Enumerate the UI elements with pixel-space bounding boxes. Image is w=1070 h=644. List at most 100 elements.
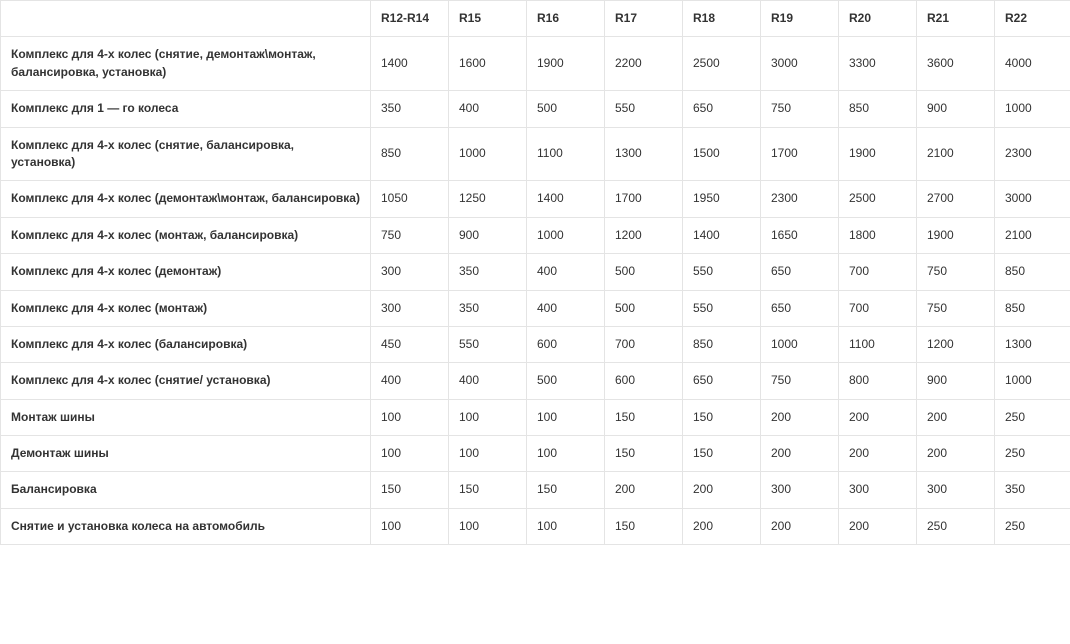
price-cell: 150	[527, 472, 605, 508]
col-header-r18: R18	[683, 1, 761, 37]
price-cell: 1900	[917, 217, 995, 253]
price-cell: 100	[449, 436, 527, 472]
service-label: Комплекс для 4-х колес (балансировка)	[1, 326, 371, 362]
price-cell: 750	[761, 363, 839, 399]
price-cell: 2700	[917, 181, 995, 217]
price-cell: 1400	[371, 37, 449, 91]
service-label: Демонтаж шины	[1, 436, 371, 472]
col-header-r17: R17	[605, 1, 683, 37]
price-cell: 700	[605, 326, 683, 362]
col-header-r22: R22	[995, 1, 1070, 37]
price-cell: 200	[839, 436, 917, 472]
price-cell: 750	[917, 254, 995, 290]
price-cell: 200	[917, 436, 995, 472]
price-cell: 100	[527, 399, 605, 435]
price-cell: 400	[527, 254, 605, 290]
price-cell: 1000	[449, 127, 527, 181]
service-label: Комплекс для 4-х колес (монтаж, балансир…	[1, 217, 371, 253]
table-row: Балансировка150150150200200300300300350	[1, 472, 1070, 508]
price-cell: 150	[683, 436, 761, 472]
price-cell: 1700	[605, 181, 683, 217]
col-header-r15: R15	[449, 1, 527, 37]
price-cell: 300	[371, 254, 449, 290]
price-cell: 100	[371, 508, 449, 544]
price-cell: 300	[839, 472, 917, 508]
price-cell: 1000	[527, 217, 605, 253]
table-row: Снятие и установка колеса на автомобиль1…	[1, 508, 1070, 544]
price-cell: 850	[995, 254, 1070, 290]
price-cell: 1050	[371, 181, 449, 217]
service-label: Комплекс для 4-х колес (снятие, демонтаж…	[1, 37, 371, 91]
table-row: Комплекс для 4-х колес (снятие, демонтаж…	[1, 37, 1070, 91]
price-cell: 200	[761, 436, 839, 472]
price-cell: 750	[917, 290, 995, 326]
price-cell: 400	[449, 91, 527, 127]
service-label: Балансировка	[1, 472, 371, 508]
price-cell: 550	[683, 290, 761, 326]
price-cell: 300	[371, 290, 449, 326]
price-cell: 2300	[995, 127, 1070, 181]
price-cell: 100	[371, 399, 449, 435]
price-cell: 200	[761, 399, 839, 435]
service-label: Комплекс для 1 — го колеса	[1, 91, 371, 127]
price-cell: 350	[449, 254, 527, 290]
col-header-r20: R20	[839, 1, 917, 37]
price-cell: 650	[761, 254, 839, 290]
col-header-r19: R19	[761, 1, 839, 37]
price-cell: 2500	[839, 181, 917, 217]
price-cell: 1900	[527, 37, 605, 91]
price-cell: 1700	[761, 127, 839, 181]
price-cell: 550	[605, 91, 683, 127]
price-cell: 500	[605, 254, 683, 290]
price-cell: 550	[449, 326, 527, 362]
price-cell: 200	[683, 508, 761, 544]
service-label: Комплекс для 4-х колес (снятие, балансир…	[1, 127, 371, 181]
price-cell: 2500	[683, 37, 761, 91]
price-cell: 1400	[683, 217, 761, 253]
table-row: Комплекс для 1 — го колеса35040050055065…	[1, 91, 1070, 127]
price-cell: 850	[683, 326, 761, 362]
price-cell: 2100	[995, 217, 1070, 253]
price-cell: 600	[527, 326, 605, 362]
price-cell: 350	[995, 472, 1070, 508]
price-cell: 1250	[449, 181, 527, 217]
price-cell: 200	[917, 399, 995, 435]
price-cell: 150	[449, 472, 527, 508]
service-label: Комплекс для 4-х колес (снятие/ установк…	[1, 363, 371, 399]
price-cell: 450	[371, 326, 449, 362]
price-cell: 1950	[683, 181, 761, 217]
price-cell: 200	[683, 472, 761, 508]
price-cell: 350	[449, 290, 527, 326]
price-cell: 750	[761, 91, 839, 127]
price-cell: 1400	[527, 181, 605, 217]
price-cell: 900	[917, 363, 995, 399]
price-cell: 100	[527, 436, 605, 472]
price-cell: 850	[839, 91, 917, 127]
price-cell: 200	[761, 508, 839, 544]
price-cell: 150	[605, 436, 683, 472]
table-row: Комплекс для 4-х колес (демонтаж\монтаж,…	[1, 181, 1070, 217]
price-cell: 300	[761, 472, 839, 508]
price-cell: 350	[371, 91, 449, 127]
service-label: Монтаж шины	[1, 399, 371, 435]
price-cell: 2200	[605, 37, 683, 91]
price-cell: 1000	[995, 363, 1070, 399]
price-cell: 1100	[527, 127, 605, 181]
service-label: Комплекс для 4-х колес (демонтаж)	[1, 254, 371, 290]
price-cell: 900	[449, 217, 527, 253]
price-cell: 1100	[839, 326, 917, 362]
price-cell: 400	[449, 363, 527, 399]
table-row: Монтаж шины100100100150150200200200250	[1, 399, 1070, 435]
price-cell: 1000	[995, 91, 1070, 127]
price-cell: 150	[605, 508, 683, 544]
col-header-r21: R21	[917, 1, 995, 37]
price-cell: 1500	[683, 127, 761, 181]
price-cell: 200	[839, 508, 917, 544]
table-row: Комплекс для 4-х колес (монтаж, балансир…	[1, 217, 1070, 253]
price-cell: 500	[605, 290, 683, 326]
price-cell: 2300	[761, 181, 839, 217]
price-cell: 650	[683, 363, 761, 399]
price-cell: 1300	[995, 326, 1070, 362]
price-cell: 600	[605, 363, 683, 399]
price-cell: 3000	[995, 181, 1070, 217]
